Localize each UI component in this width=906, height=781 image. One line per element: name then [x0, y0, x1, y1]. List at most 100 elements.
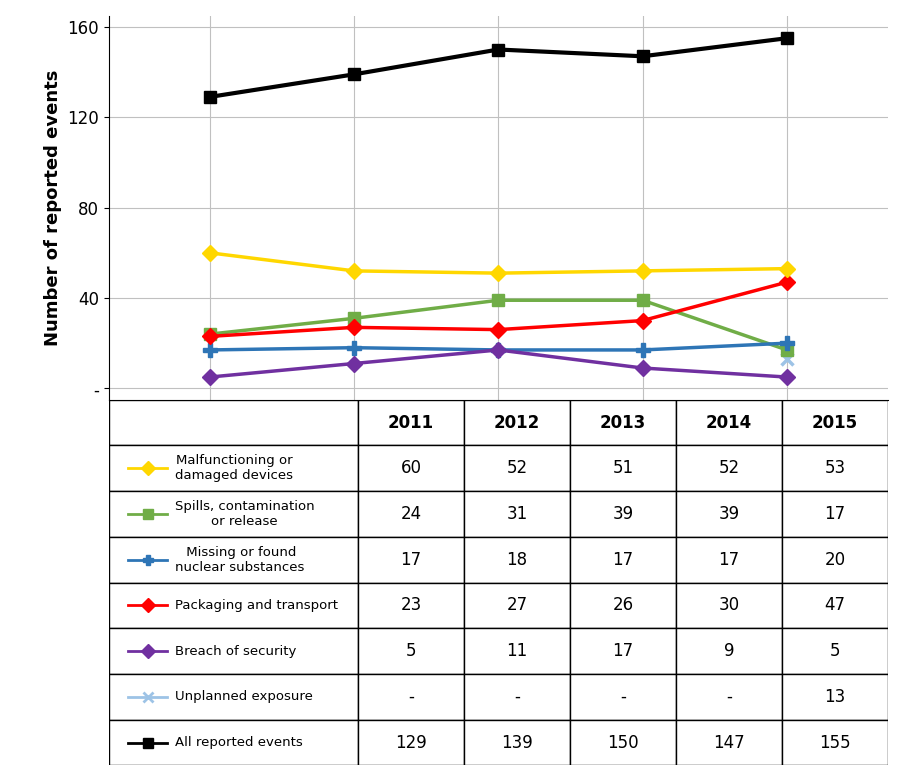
FancyBboxPatch shape [676, 719, 782, 765]
FancyBboxPatch shape [570, 583, 676, 628]
Text: 18: 18 [506, 551, 527, 569]
FancyBboxPatch shape [676, 445, 782, 491]
FancyBboxPatch shape [464, 445, 570, 491]
FancyBboxPatch shape [464, 537, 570, 583]
FancyBboxPatch shape [676, 628, 782, 674]
Text: 129: 129 [395, 733, 427, 751]
FancyBboxPatch shape [358, 628, 464, 674]
FancyBboxPatch shape [358, 674, 464, 719]
FancyBboxPatch shape [464, 583, 570, 628]
Text: 11: 11 [506, 642, 527, 660]
FancyBboxPatch shape [464, 400, 570, 445]
Text: 52: 52 [506, 459, 527, 477]
FancyBboxPatch shape [464, 628, 570, 674]
Text: 52: 52 [718, 459, 739, 477]
Text: 2015: 2015 [812, 413, 858, 431]
Text: Unplanned exposure: Unplanned exposure [175, 690, 313, 704]
FancyBboxPatch shape [782, 400, 888, 445]
Text: 2013: 2013 [475, 404, 522, 423]
FancyBboxPatch shape [782, 445, 888, 491]
Text: Spills, contamination
or release: Spills, contamination or release [175, 500, 314, 528]
Text: 53: 53 [824, 459, 845, 477]
FancyBboxPatch shape [570, 719, 676, 765]
FancyBboxPatch shape [570, 537, 676, 583]
Y-axis label: Number of reported events: Number of reported events [43, 70, 62, 346]
Text: 26: 26 [612, 597, 633, 615]
Text: 20: 20 [824, 551, 845, 569]
Text: 47: 47 [824, 597, 845, 615]
FancyBboxPatch shape [570, 445, 676, 491]
Text: -: - [408, 688, 414, 706]
FancyBboxPatch shape [782, 674, 888, 719]
FancyBboxPatch shape [570, 400, 676, 445]
FancyBboxPatch shape [109, 537, 358, 583]
Text: 17: 17 [718, 551, 739, 569]
Text: Breach of security: Breach of security [175, 644, 296, 658]
FancyBboxPatch shape [676, 491, 782, 537]
Text: 2014: 2014 [620, 404, 666, 423]
FancyBboxPatch shape [109, 400, 358, 445]
FancyBboxPatch shape [464, 719, 570, 765]
FancyBboxPatch shape [358, 400, 464, 445]
Text: -: - [620, 688, 626, 706]
FancyBboxPatch shape [109, 674, 358, 719]
Text: 39: 39 [718, 505, 739, 523]
FancyBboxPatch shape [676, 583, 782, 628]
Text: 5: 5 [406, 642, 416, 660]
FancyBboxPatch shape [109, 445, 358, 491]
FancyBboxPatch shape [676, 400, 782, 445]
Text: 2015: 2015 [764, 404, 810, 423]
Text: 17: 17 [400, 551, 421, 569]
Text: 155: 155 [819, 733, 851, 751]
Text: 60: 60 [400, 459, 421, 477]
FancyBboxPatch shape [676, 537, 782, 583]
Text: -: - [726, 688, 732, 706]
Text: 23: 23 [400, 597, 421, 615]
FancyBboxPatch shape [782, 537, 888, 583]
Text: -: - [514, 688, 520, 706]
FancyBboxPatch shape [109, 628, 358, 674]
FancyBboxPatch shape [358, 491, 464, 537]
Text: 2013: 2013 [600, 413, 646, 431]
Text: 2012: 2012 [494, 413, 540, 431]
FancyBboxPatch shape [358, 445, 464, 491]
Text: 150: 150 [607, 733, 639, 751]
FancyBboxPatch shape [782, 583, 888, 628]
Text: 24: 24 [400, 505, 421, 523]
Text: 2014: 2014 [706, 413, 752, 431]
FancyBboxPatch shape [109, 400, 888, 765]
Text: 17: 17 [612, 642, 633, 660]
Text: 31: 31 [506, 505, 527, 523]
Text: Malfunctioning or
damaged devices: Malfunctioning or damaged devices [175, 455, 293, 482]
Text: 17: 17 [612, 551, 633, 569]
Text: 2011: 2011 [388, 413, 434, 431]
FancyBboxPatch shape [358, 719, 464, 765]
FancyBboxPatch shape [358, 583, 464, 628]
FancyBboxPatch shape [109, 583, 358, 628]
FancyBboxPatch shape [109, 719, 358, 765]
FancyBboxPatch shape [464, 674, 570, 719]
Text: Packaging and transport: Packaging and transport [175, 599, 338, 612]
FancyBboxPatch shape [570, 491, 676, 537]
FancyBboxPatch shape [570, 674, 676, 719]
Text: Missing or found
nuclear substances: Missing or found nuclear substances [175, 546, 304, 574]
FancyBboxPatch shape [570, 628, 676, 674]
FancyBboxPatch shape [782, 628, 888, 674]
FancyBboxPatch shape [109, 491, 358, 537]
Text: 2012: 2012 [331, 404, 377, 423]
Text: 51: 51 [612, 459, 633, 477]
Text: 13: 13 [824, 688, 845, 706]
FancyBboxPatch shape [782, 491, 888, 537]
Text: 30: 30 [718, 597, 739, 615]
Text: 39: 39 [612, 505, 633, 523]
Text: 147: 147 [713, 733, 745, 751]
Text: All reported events: All reported events [175, 736, 303, 749]
Text: 2011: 2011 [187, 404, 233, 423]
Text: 17: 17 [824, 505, 845, 523]
Text: 27: 27 [506, 597, 527, 615]
FancyBboxPatch shape [782, 719, 888, 765]
Text: 139: 139 [501, 733, 533, 751]
Text: 9: 9 [724, 642, 734, 660]
FancyBboxPatch shape [358, 537, 464, 583]
FancyBboxPatch shape [676, 674, 782, 719]
